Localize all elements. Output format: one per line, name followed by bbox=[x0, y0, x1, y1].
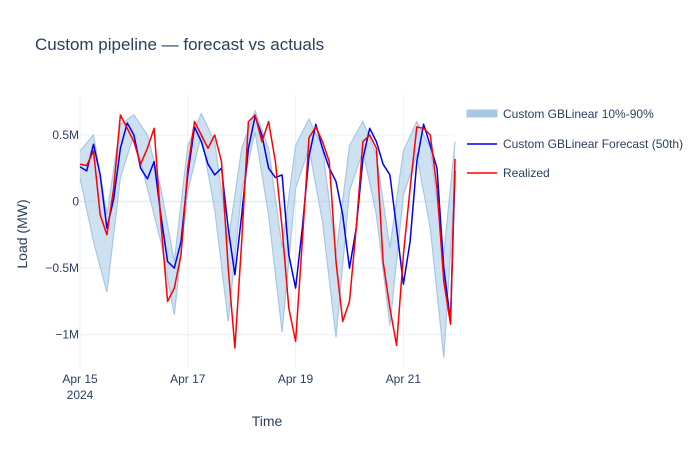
x-axis-title: Time bbox=[252, 413, 283, 429]
legend-label-forecast: Custom GBLinear Forecast (50th) bbox=[503, 137, 683, 151]
legend-label-realized: Realized bbox=[503, 166, 550, 180]
x-tick-label: Apr 21 bbox=[386, 372, 422, 386]
series-realized-line bbox=[79, 114, 456, 349]
legend-item-realized[interactable]: Realized bbox=[467, 166, 550, 180]
x-axis-ticks: Apr 15 2024 Apr 17 Apr 19 Apr 21 bbox=[62, 372, 421, 402]
y-axis-ticks: 0.5M 0 −0.5M −1M bbox=[45, 128, 79, 342]
legend-swatch-band bbox=[466, 109, 498, 118]
x-tick-sublabel: 2024 bbox=[67, 388, 94, 402]
series-forecast-line bbox=[79, 115, 456, 323]
legend-item-forecast[interactable]: Custom GBLinear Forecast (50th) bbox=[467, 137, 683, 151]
legend-item-band[interactable]: Custom GBLinear 10%-90% bbox=[466, 107, 654, 121]
series-band-area bbox=[80, 111, 455, 358]
y-tick-label: 0.5M bbox=[52, 128, 79, 142]
y-axis-title: Load (MW) bbox=[14, 199, 30, 268]
x-tick-label: Apr 17 bbox=[170, 372, 206, 386]
chart-title: Custom pipeline — forecast vs actuals bbox=[35, 35, 324, 54]
legend-label-band: Custom GBLinear 10%-90% bbox=[503, 107, 654, 121]
y-tick-label: −0.5M bbox=[45, 261, 79, 275]
y-tick-label: −1M bbox=[55, 328, 79, 342]
x-tick-label: Apr 19 bbox=[278, 372, 314, 386]
legend: Custom GBLinear 10%-90% Custom GBLinear … bbox=[466, 107, 683, 180]
plot-area bbox=[79, 95, 456, 368]
lines-layer bbox=[79, 114, 456, 349]
x-tick-label: Apr 15 bbox=[62, 372, 98, 386]
y-tick-label: 0 bbox=[72, 195, 79, 209]
